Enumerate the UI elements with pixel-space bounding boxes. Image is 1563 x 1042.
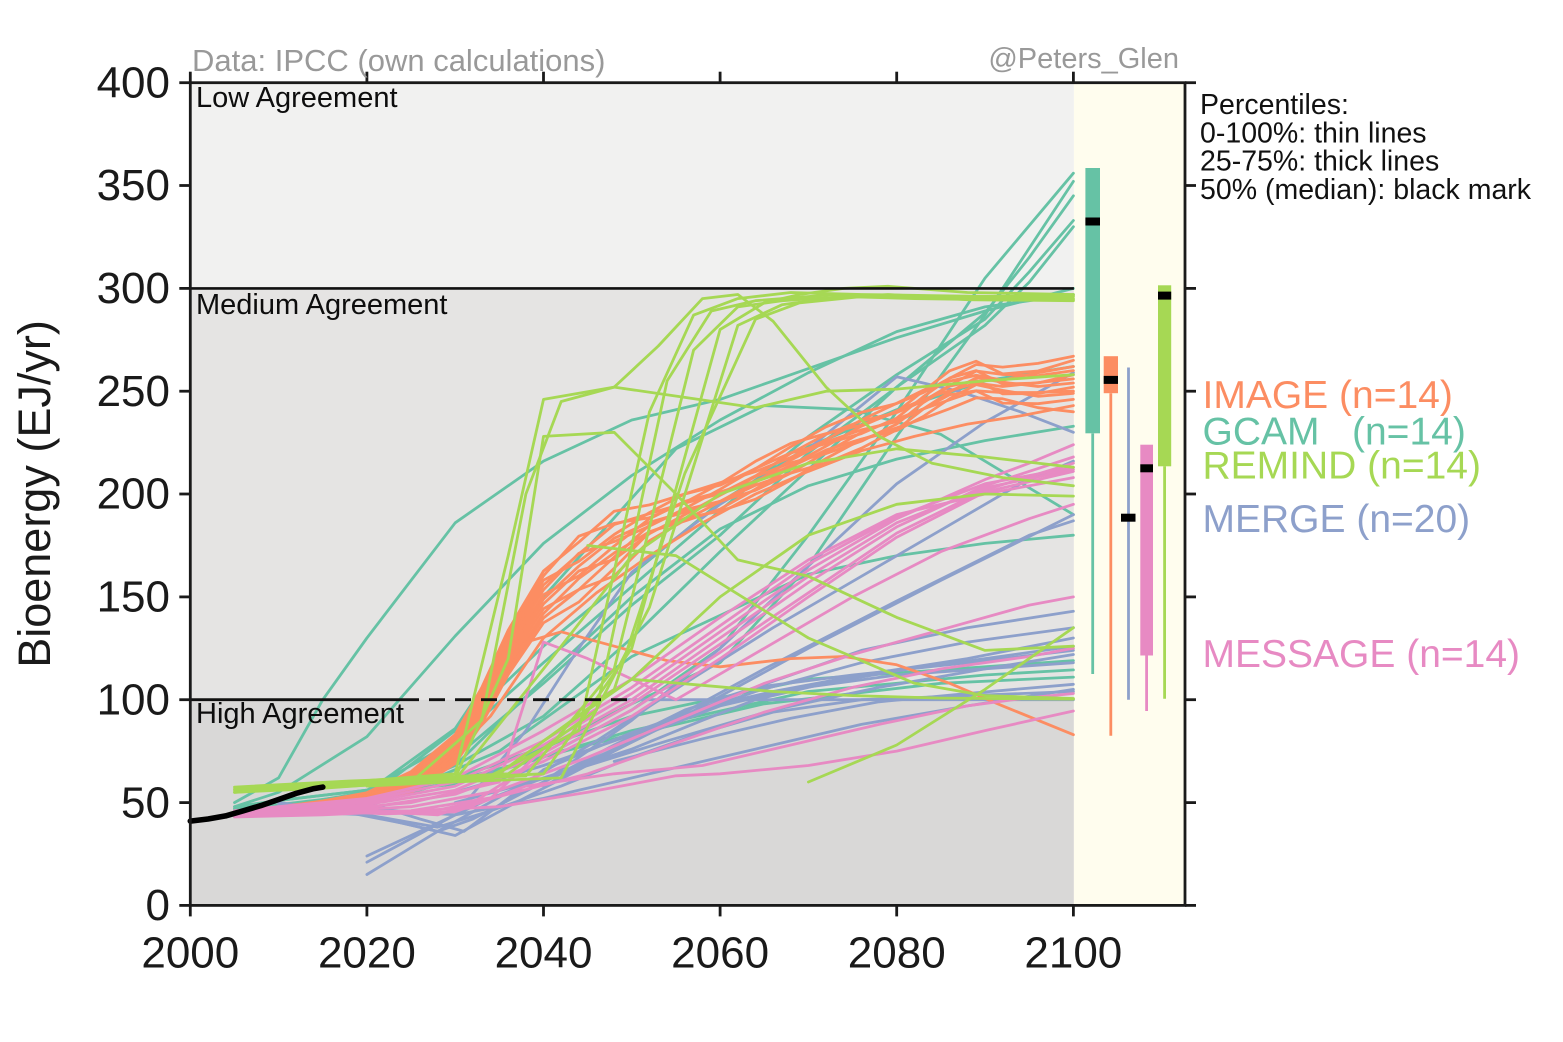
- svg-text:MESSAGE (n=14): MESSAGE (n=14): [1203, 633, 1521, 676]
- svg-text:2020: 2020: [318, 929, 416, 978]
- svg-text:2080: 2080: [848, 929, 946, 978]
- svg-text:50% (median): black mark: 50% (median): black mark: [1200, 174, 1532, 206]
- svg-text:400: 400: [97, 58, 170, 107]
- svg-text:150: 150: [97, 573, 170, 622]
- svg-text:0-100%: thin lines: 0-100%: thin lines: [1200, 117, 1427, 149]
- svg-text:300: 300: [97, 264, 170, 313]
- svg-text:High Agreement: High Agreement: [196, 698, 404, 730]
- svg-text:Data: IPCC (own calculations): Data: IPCC (own calculations): [192, 43, 606, 78]
- svg-text:IMAGE (n=14): IMAGE (n=14): [1203, 374, 1453, 417]
- svg-text:200: 200: [97, 470, 170, 519]
- svg-text:50: 50: [121, 778, 170, 827]
- svg-text:Percentiles:: Percentiles:: [1200, 89, 1349, 121]
- svg-text:250: 250: [97, 367, 170, 416]
- svg-text:Low Agreement: Low Agreement: [196, 82, 398, 114]
- svg-text:MERGE (n=20): MERGE (n=20): [1203, 498, 1471, 541]
- svg-text:25-75%: thick lines: 25-75%: thick lines: [1200, 146, 1439, 178]
- svg-text:Bioenergy (EJ/yr): Bioenergy (EJ/yr): [9, 320, 60, 668]
- svg-text:2000: 2000: [141, 929, 239, 978]
- svg-text:2100: 2100: [1024, 929, 1122, 978]
- svg-text:2040: 2040: [495, 929, 593, 978]
- svg-text:@Peters_Glen: @Peters_Glen: [988, 43, 1179, 75]
- svg-text:0: 0: [146, 881, 170, 930]
- svg-text:GCAM (n=14): GCAM (n=14): [1203, 411, 1466, 454]
- svg-text:100: 100: [97, 675, 170, 724]
- svg-text:350: 350: [97, 161, 170, 210]
- svg-text:REMIND (n=14): REMIND (n=14): [1203, 445, 1481, 488]
- svg-text:2060: 2060: [671, 929, 769, 978]
- svg-text:Medium Agreement: Medium Agreement: [196, 289, 447, 321]
